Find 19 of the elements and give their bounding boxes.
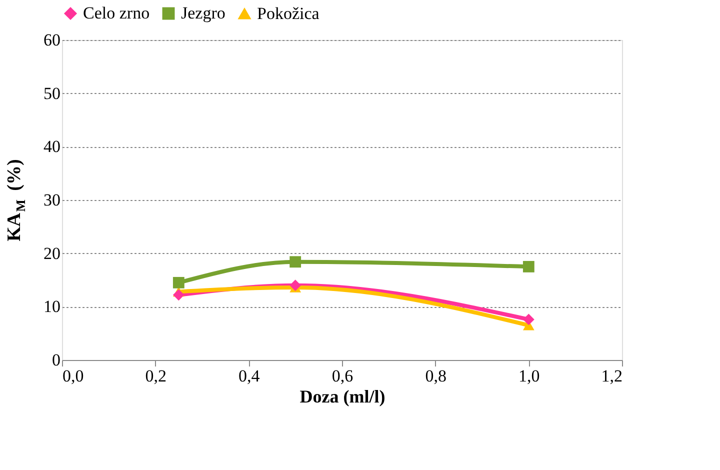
x-tick-label: 0,6 xyxy=(332,366,354,386)
y-tick-label: 30 xyxy=(44,190,60,210)
legend-label: Celo zrno xyxy=(83,4,150,23)
legend-label: Jezgro xyxy=(181,4,226,23)
x-tick-label: 1,0 xyxy=(518,366,540,386)
y-tick-label: 10 xyxy=(44,297,60,316)
x-tick-label: 0,0 xyxy=(62,366,84,386)
x-tick-label: 0,8 xyxy=(425,366,446,386)
y-tick-label: 20 xyxy=(44,244,60,263)
x-axis-title: Doza (ml/l) xyxy=(300,386,386,406)
x-tick-label: 1,2 xyxy=(601,366,622,386)
y-tick-label: 40 xyxy=(44,137,60,156)
y-tick-label: 60 xyxy=(44,30,60,50)
x-tick-label: 0,4 xyxy=(238,366,260,386)
y-axis-title: KAM (%) xyxy=(4,159,28,242)
y-tick-label: 0 xyxy=(52,350,60,370)
y-tick-label: 50 xyxy=(44,84,60,103)
legend-label: Pokožica xyxy=(257,4,320,23)
x-tick-label: 0,2 xyxy=(145,366,166,386)
